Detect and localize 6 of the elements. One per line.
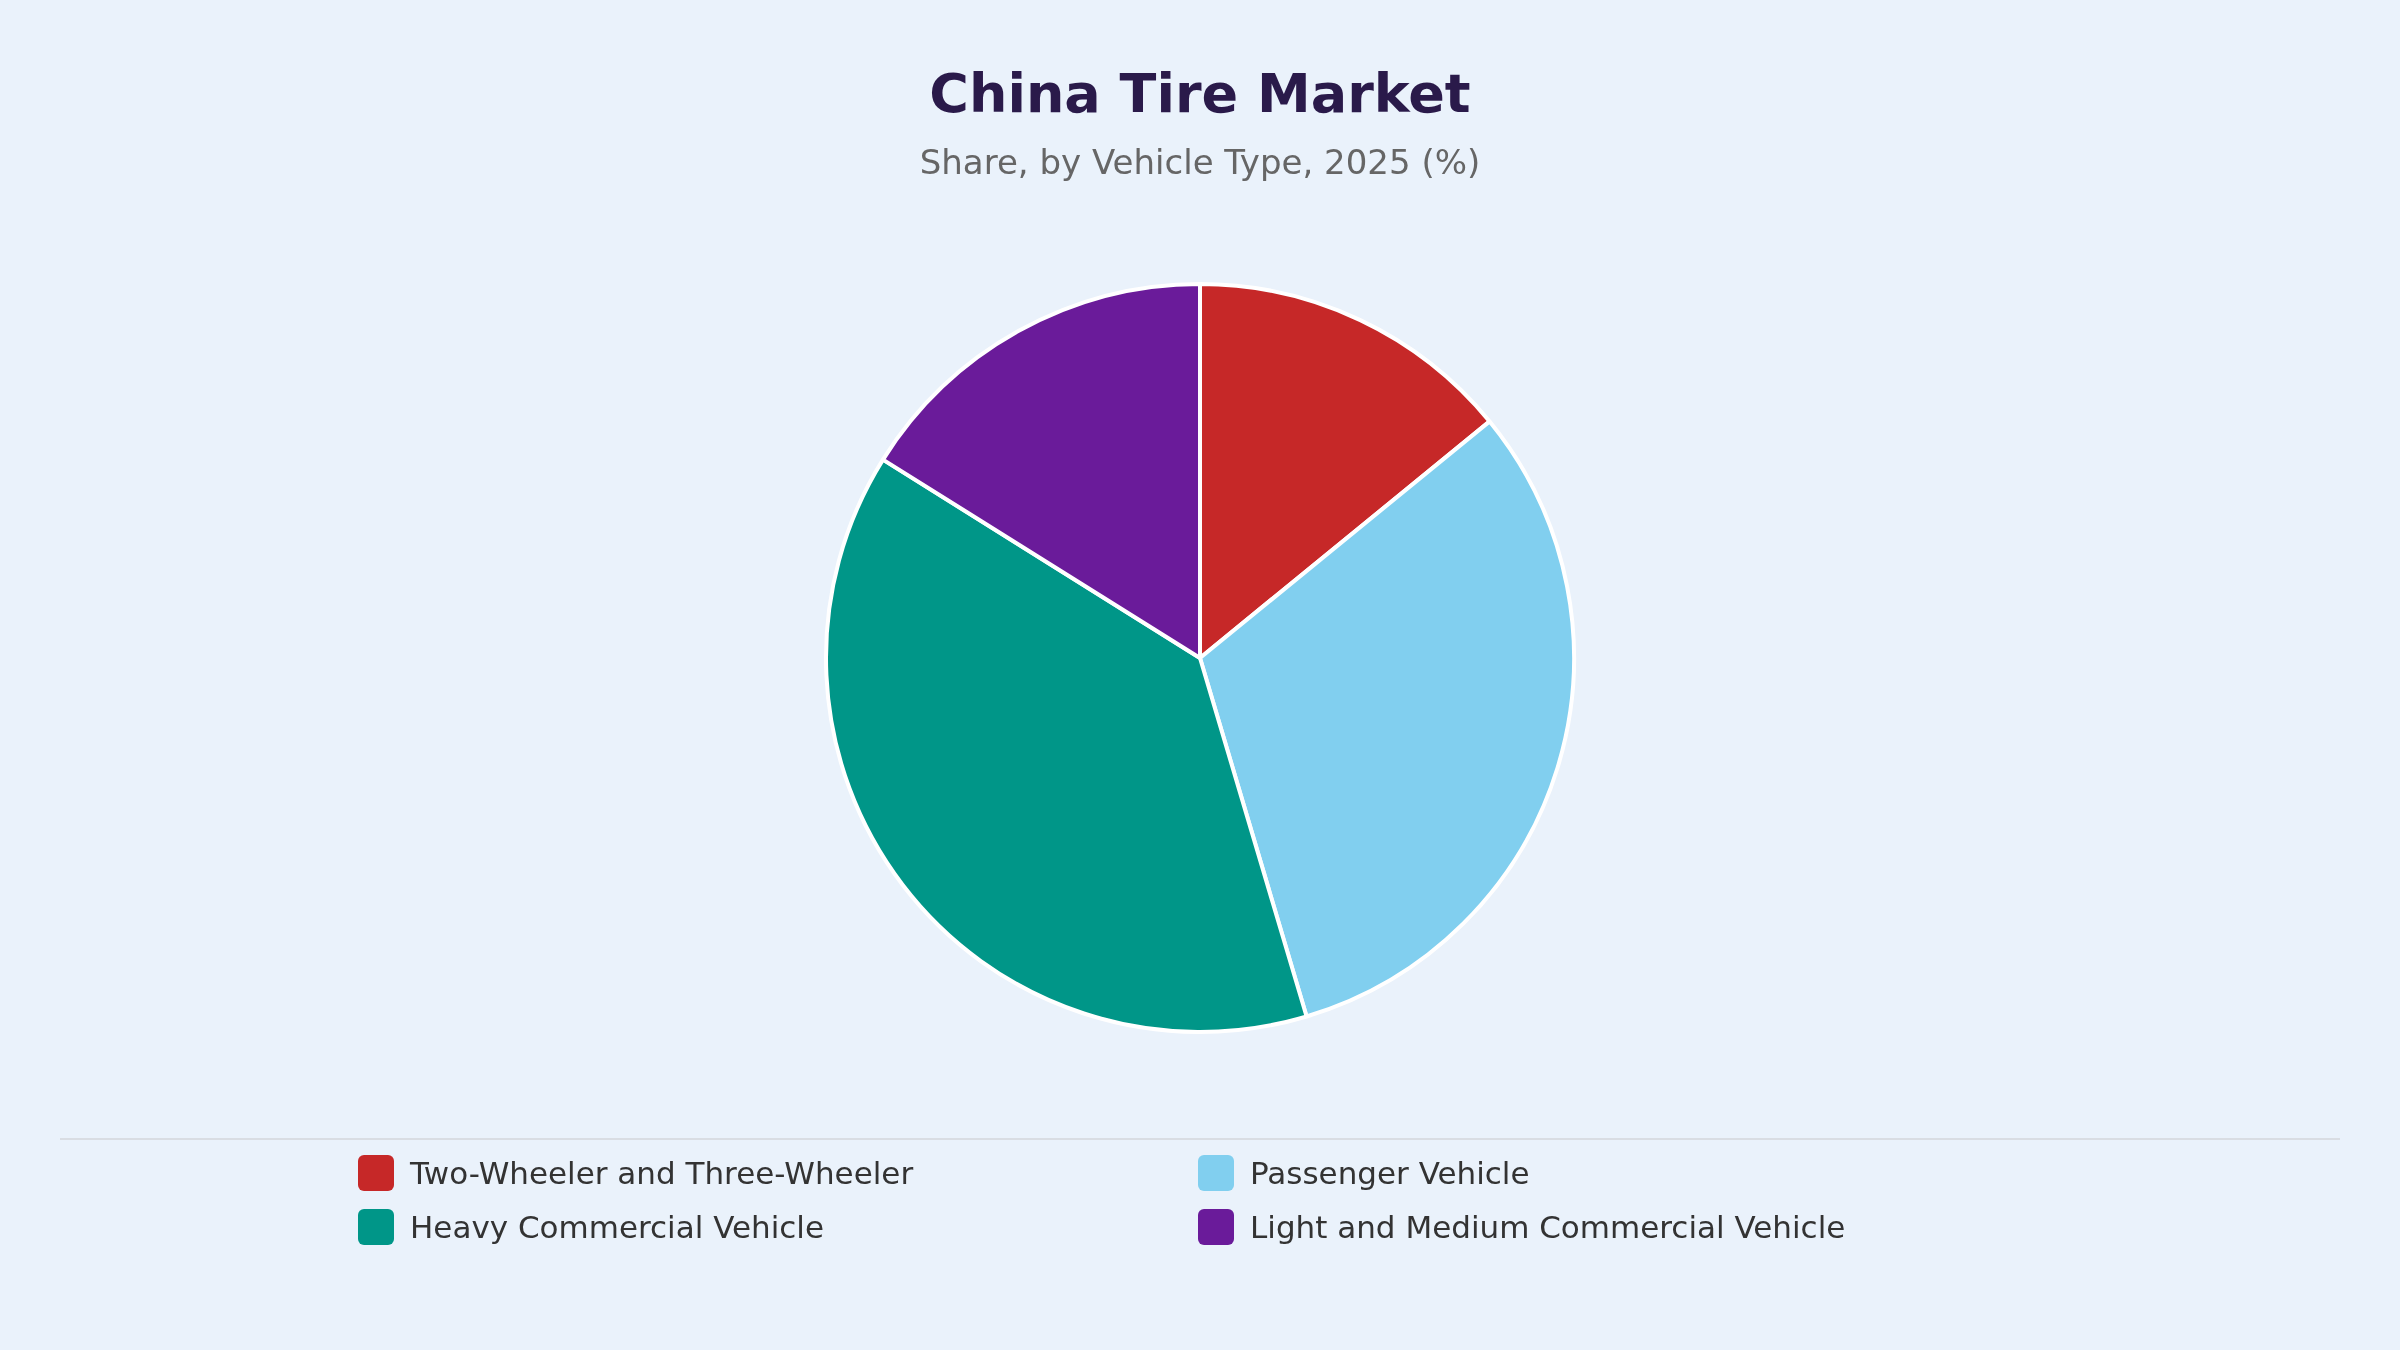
- legend-label: Two-Wheeler and Three-Wheeler: [410, 1155, 914, 1191]
- legend-label: Light and Medium Commercial Vehicle: [1250, 1209, 1846, 1245]
- chart-subtitle: Share, by Vehicle Type, 2025 (%): [918, 142, 1482, 182]
- legend-label: Passenger Vehicle: [1250, 1155, 1530, 1191]
- chart-title: China Tire Market: [928, 62, 1472, 125]
- legend-label: Heavy Commercial Vehicle: [410, 1209, 825, 1245]
